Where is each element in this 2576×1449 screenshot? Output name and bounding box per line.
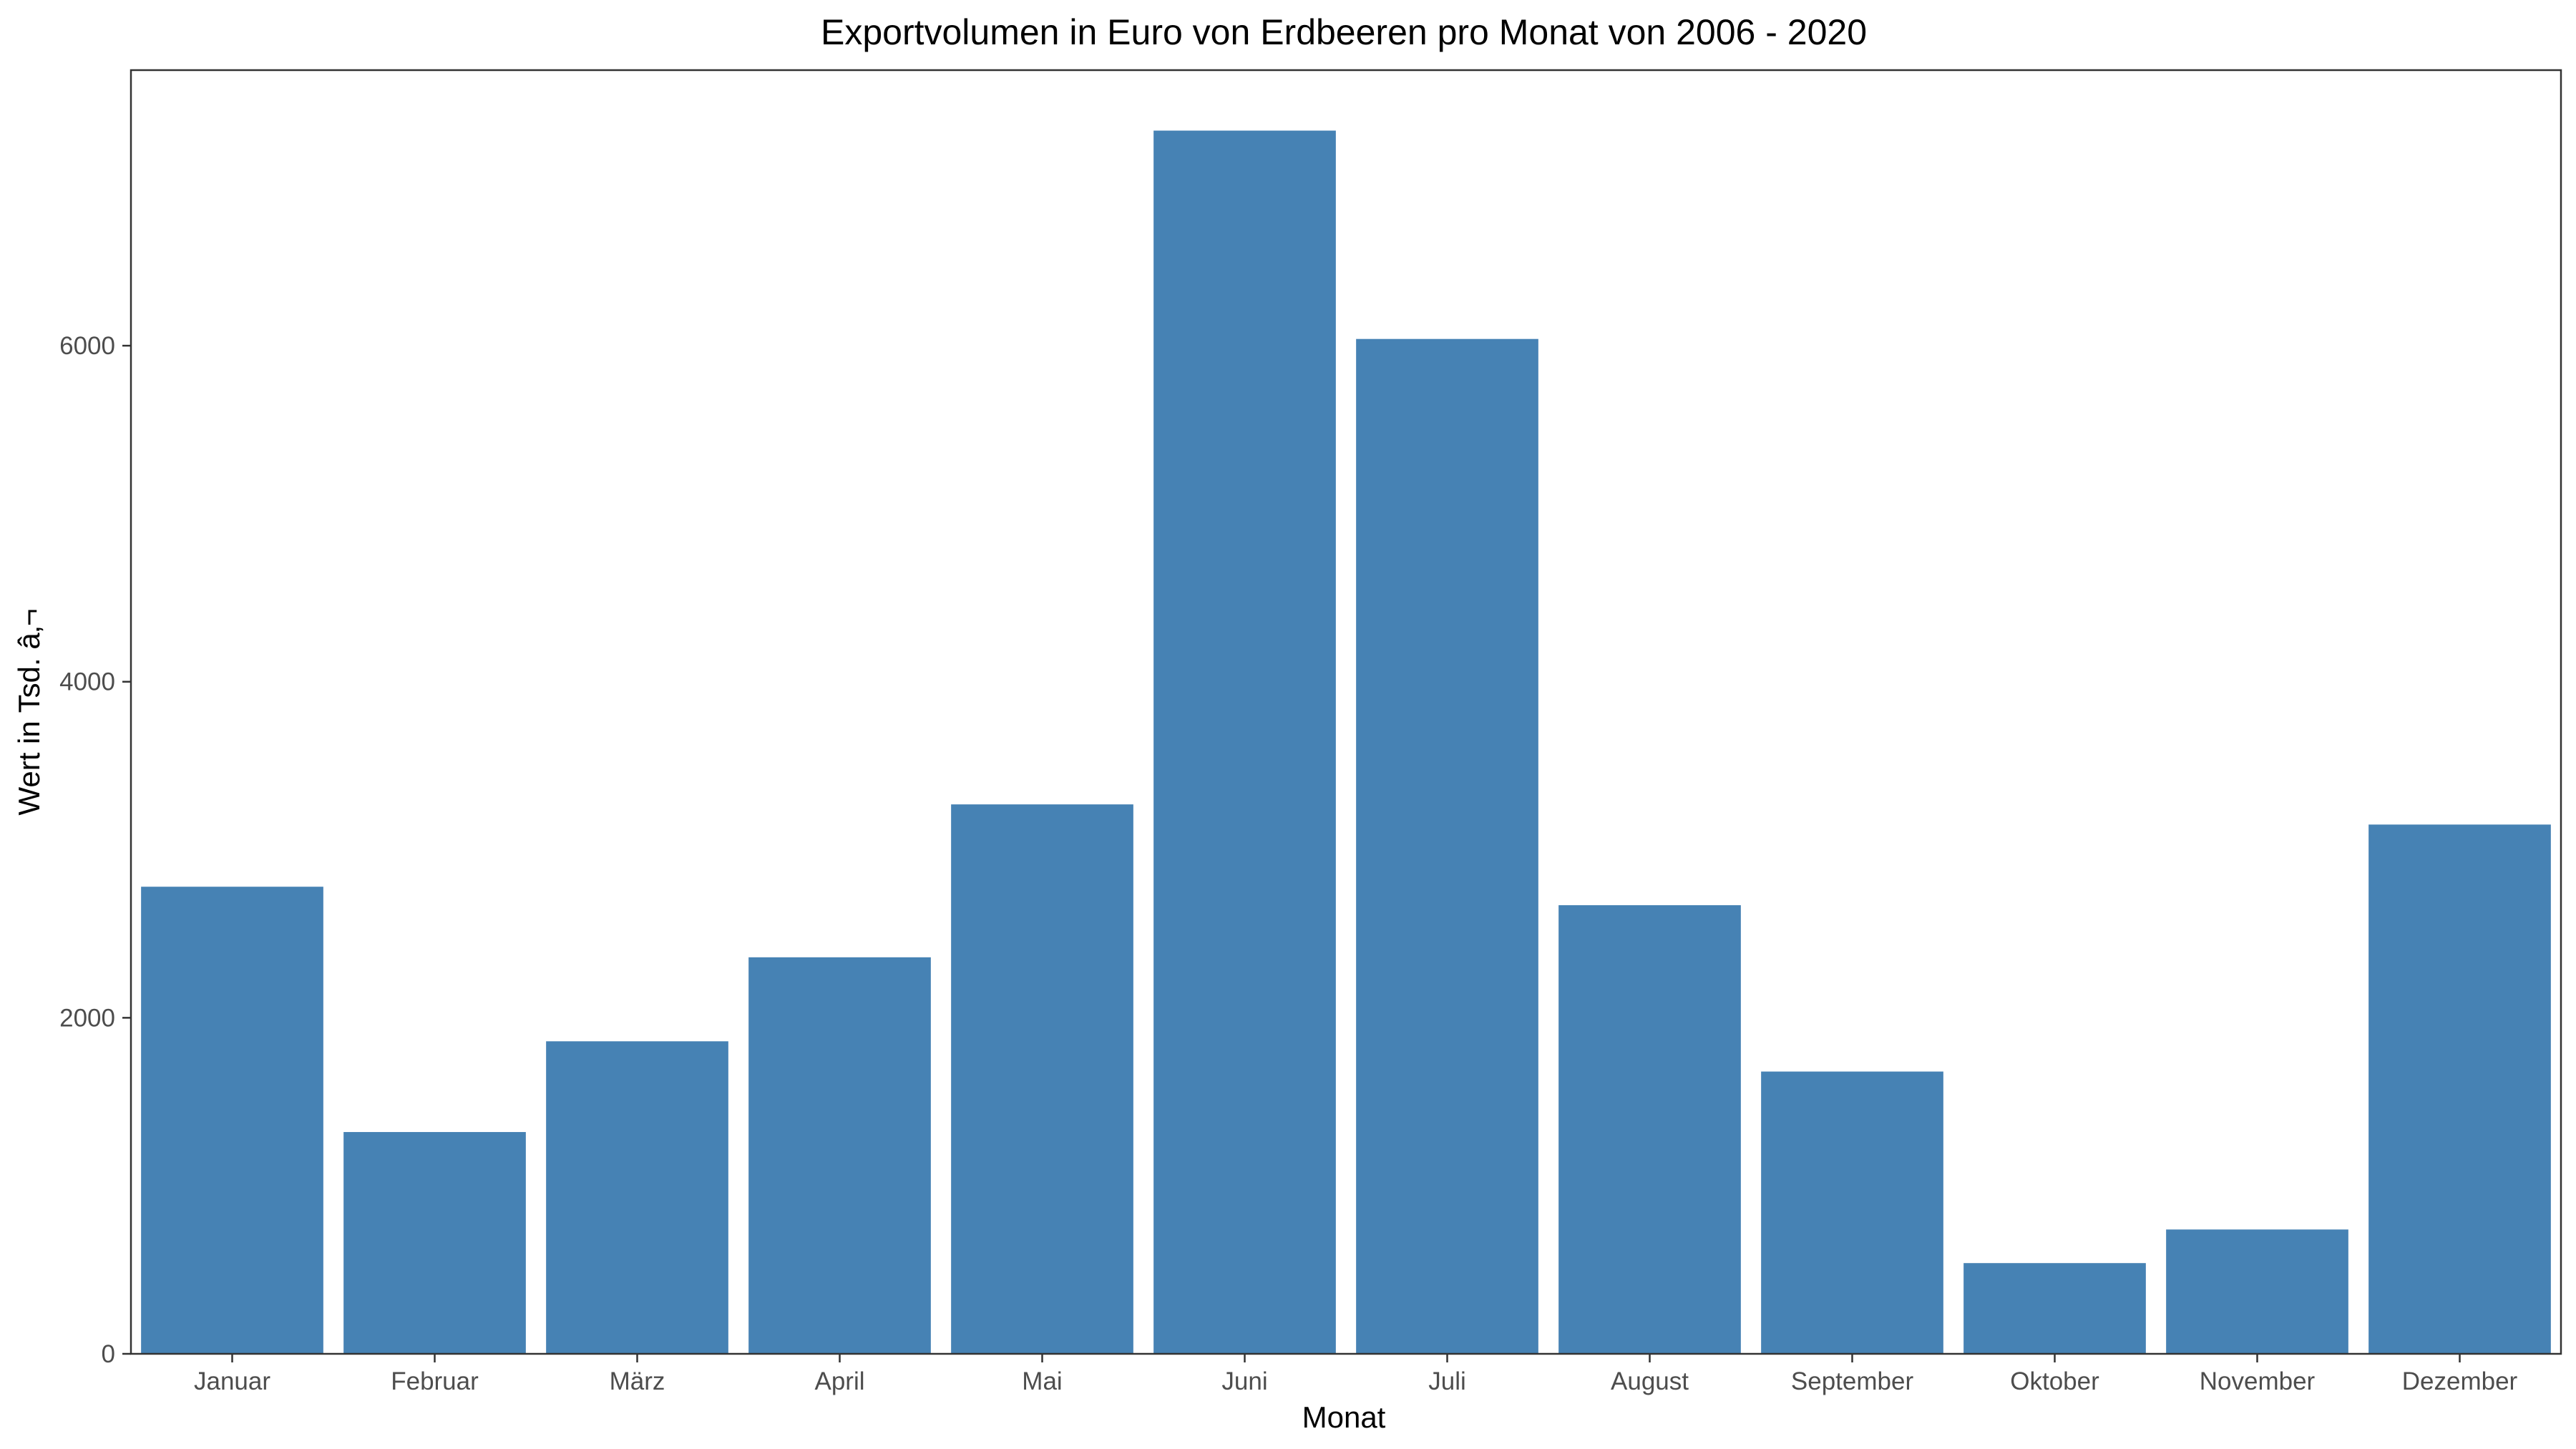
bar	[2166, 1229, 2348, 1354]
chart-title: Exportvolumen in Euro von Erdbeeren pro …	[821, 12, 1867, 52]
x-tick-label: Juli	[1428, 1367, 1466, 1395]
bar	[1761, 1071, 1943, 1354]
y-axis: 0 2000 4000 6000	[59, 332, 131, 1368]
bar	[1963, 1263, 2146, 1354]
plot-panel-border	[130, 69, 2562, 1355]
x-tick-label: Oktober	[2010, 1367, 2099, 1395]
x-axis-title: Monat	[1302, 1400, 1386, 1434]
x-tick-label: Dezember	[2402, 1367, 2518, 1395]
x-tick-label: März	[610, 1367, 665, 1395]
x-axis: Januar Februar März April Mai Juni Juli August S…	[194, 1354, 2518, 1395]
y-tick-label: 6000	[59, 332, 115, 360]
x-tick-label: November	[2200, 1367, 2316, 1395]
bar	[1153, 130, 1336, 1354]
x-tick-label: September	[1791, 1367, 1914, 1395]
bar	[748, 957, 931, 1354]
y-tick-label: 2000	[59, 1004, 115, 1032]
y-tick-label: 4000	[59, 668, 115, 696]
y-axis-title: Wert in Tsd. â‚¬	[12, 608, 46, 815]
x-tick-label: Mai	[1022, 1367, 1062, 1395]
x-tick-label: August	[1611, 1367, 1689, 1395]
bar	[1558, 905, 1741, 1354]
bar	[343, 1132, 526, 1354]
bar	[141, 887, 323, 1354]
x-tick-label: Juni	[1221, 1367, 1267, 1395]
x-tick-label: April	[814, 1367, 864, 1395]
bar	[2368, 824, 2551, 1354]
bar	[951, 804, 1133, 1354]
bars	[141, 130, 2551, 1355]
bar	[1356, 338, 1538, 1355]
y-tick-label: 0	[102, 1340, 115, 1368]
x-tick-label: Januar	[194, 1367, 270, 1395]
bar	[546, 1041, 728, 1354]
x-tick-label: Februar	[391, 1367, 479, 1395]
